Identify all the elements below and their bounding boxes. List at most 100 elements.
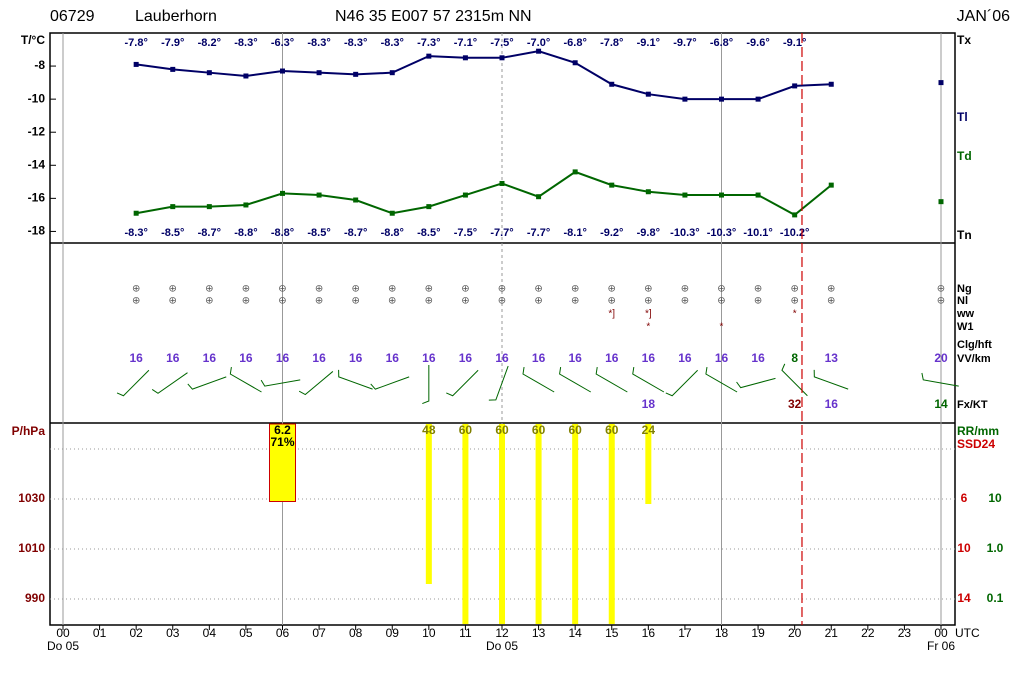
y-tick-label: 1030 <box>18 491 45 505</box>
x-tick-label: 14 <box>568 626 582 640</box>
y2-tick-label: 14 <box>957 591 971 605</box>
ssd24-value: 6.2 <box>274 423 291 437</box>
temperature-point <box>682 192 688 198</box>
temperature-point <box>389 70 395 76</box>
wind-barb <box>116 369 150 397</box>
cloud-symbol: ⊕ <box>754 284 762 295</box>
sunshine-bar <box>499 424 505 624</box>
temperature-point <box>353 197 359 203</box>
visibility-value: 16 <box>568 351 582 365</box>
cloud-symbol: ⊕ <box>717 284 725 295</box>
cloud-symbol: ⊕ <box>681 296 689 307</box>
cloud-symbol: ⊕ <box>790 296 798 307</box>
y-tick-label: -8 <box>34 58 45 72</box>
tn-label: -8.7° <box>198 227 221 239</box>
visibility-value: 16 <box>605 351 619 365</box>
y-tick-label: -10 <box>28 91 46 105</box>
wind-barb <box>595 367 628 393</box>
tx-label: -8.3° <box>381 37 404 49</box>
x-tick-label: 12 <box>495 626 509 640</box>
tn-label: -8.8° <box>234 227 257 239</box>
x-tick-label: 17 <box>678 626 692 640</box>
temperature-point <box>609 182 615 188</box>
row-label: Clg/hft <box>957 339 992 351</box>
cloud-symbol: ⊕ <box>717 296 725 307</box>
tn-label: -8.5° <box>307 227 330 239</box>
row-label: Tx <box>957 33 971 47</box>
cloud-symbol: ⊕ <box>169 296 177 307</box>
x-tick-label: 02 <box>129 626 143 640</box>
x-tick-label: 00 <box>934 626 948 640</box>
tn-label: -7.7° <box>490 227 513 239</box>
tn-label: -8.8° <box>381 227 404 239</box>
gust-value: 32 <box>788 397 802 411</box>
day-label: Fr 06 <box>927 639 955 653</box>
x-tick-label: 20 <box>788 626 802 640</box>
visibility-value: 16 <box>129 351 143 365</box>
sunshine-bar <box>572 424 579 624</box>
tx-label: -9.6° <box>746 37 769 49</box>
y-tick-label: 990 <box>25 591 45 605</box>
temperature-point <box>243 73 249 79</box>
tn-label: -9.2° <box>600 227 623 239</box>
tx-label: -6.8° <box>710 37 733 49</box>
day-label: Do 05 <box>486 639 518 653</box>
temperature-point <box>243 202 249 208</box>
y-axis-title: P/hPa <box>12 424 46 438</box>
cloud-symbol: ⊕ <box>754 296 762 307</box>
tx-label: -7.0° <box>527 37 550 49</box>
tx-label: -9.1° <box>637 37 660 49</box>
sunshine-label: 60 <box>459 423 473 437</box>
tn-label: -10.1° <box>743 227 772 239</box>
visibility-value: 13 <box>825 351 839 365</box>
sunshine-label: 24 <box>642 423 656 437</box>
temperature-point <box>499 55 505 61</box>
tx-label: -7.5° <box>490 37 513 49</box>
cloud-symbol: ⊕ <box>425 296 433 307</box>
wind-barb <box>781 363 808 397</box>
tx-label: -7.8° <box>124 37 147 49</box>
wind-barb <box>298 371 334 396</box>
cloud-symbol: ⊕ <box>461 296 469 307</box>
cloud-symbol: ⊕ <box>681 284 689 295</box>
visibility-value: 16 <box>495 351 509 365</box>
temperature-point <box>792 83 798 89</box>
temperature-point <box>280 190 285 196</box>
gust-value: 14 <box>934 397 948 411</box>
cloud-symbol: ⊕ <box>315 284 323 295</box>
temperature-point <box>206 70 212 76</box>
x-unit: UTC <box>955 626 980 640</box>
temperature-point <box>536 194 542 200</box>
tn-label: -8.8° <box>271 227 294 239</box>
x-tick-label: 21 <box>825 626 839 640</box>
temperature-point <box>499 180 505 186</box>
y-tick-label: -16 <box>28 191 46 205</box>
temperature-point <box>353 71 359 77</box>
sunshine-label: 60 <box>495 423 509 437</box>
wind-barb <box>665 369 698 397</box>
cloud-symbol: ⊕ <box>827 284 835 295</box>
cloud-symbol: ⊕ <box>498 284 506 295</box>
x-tick-label: 18 <box>715 626 729 640</box>
y3-tick-label: 10 <box>988 491 1002 505</box>
tn-label: -8.5° <box>417 227 440 239</box>
sunshine-label: 60 <box>532 423 546 437</box>
temperature-point <box>426 53 432 59</box>
temperature-point <box>938 80 944 86</box>
x-tick-label: 22 <box>861 626 875 640</box>
temperature-point <box>133 210 139 216</box>
temperature-point <box>280 68 285 74</box>
visibility-value: 16 <box>422 351 436 365</box>
x-tick-label: 05 <box>239 626 253 640</box>
day-label: Do 05 <box>47 639 79 653</box>
wind-barb <box>187 376 227 390</box>
temperature-point <box>645 91 651 97</box>
visibility-value: 16 <box>642 351 656 365</box>
x-tick-label: 15 <box>605 626 619 640</box>
x-tick-label: 23 <box>898 626 912 640</box>
temperature-point <box>133 61 139 67</box>
cloud-symbol: ⊕ <box>644 284 652 295</box>
row-label: VV/km <box>957 353 991 365</box>
visibility-value: 16 <box>386 351 400 365</box>
